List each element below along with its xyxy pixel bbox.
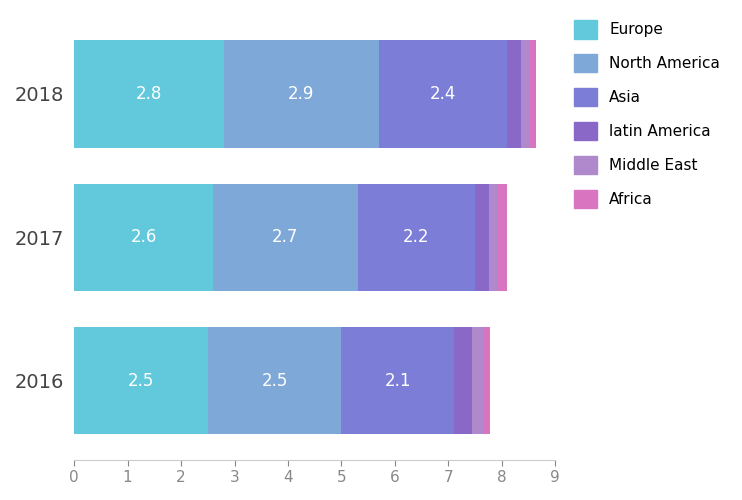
Bar <box>475 184 488 291</box>
Legend: Europe, North America, Asia, latin America, Middle East, Africa: Europe, North America, Asia, latin Ameri… <box>568 14 726 214</box>
Text: 2.2: 2.2 <box>403 228 430 246</box>
Bar <box>224 40 379 148</box>
Text: 2.1: 2.1 <box>384 372 411 390</box>
Bar <box>483 327 490 434</box>
Text: 2.6: 2.6 <box>131 228 157 246</box>
Text: 2.5: 2.5 <box>261 372 288 390</box>
Bar <box>531 40 536 148</box>
Bar <box>74 40 224 148</box>
Bar <box>508 40 521 148</box>
Bar <box>379 40 508 148</box>
Text: 2.9: 2.9 <box>288 85 315 103</box>
Bar <box>213 184 358 291</box>
Bar <box>341 327 454 434</box>
Bar <box>488 184 496 291</box>
Text: 2.5: 2.5 <box>128 372 154 390</box>
Bar <box>358 184 475 291</box>
Bar <box>473 327 483 434</box>
Bar <box>454 327 473 434</box>
Text: 2.8: 2.8 <box>136 85 162 103</box>
Bar <box>74 327 208 434</box>
Bar <box>521 40 531 148</box>
Bar <box>208 327 341 434</box>
Text: 2.4: 2.4 <box>430 85 456 103</box>
Text: 2.7: 2.7 <box>272 228 298 246</box>
Bar <box>74 184 213 291</box>
Bar <box>496 184 508 291</box>
